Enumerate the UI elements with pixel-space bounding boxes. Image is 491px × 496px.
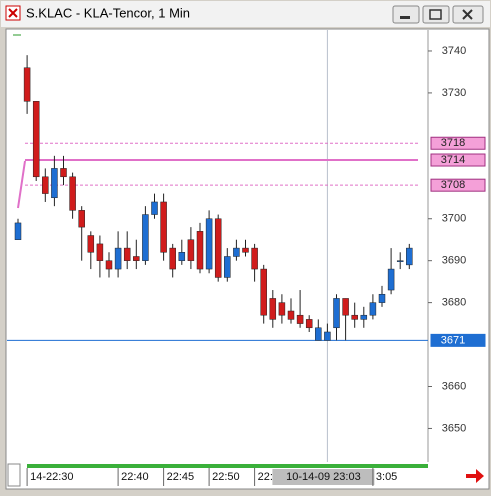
level-tag (430, 178, 486, 192)
candle-body (360, 314, 368, 320)
minimize-button[interactable] (392, 5, 420, 24)
level-tag-label: 3708 (441, 179, 465, 191)
candle-body (296, 314, 304, 324)
scroll-left[interactable] (7, 463, 21, 487)
candle-body (342, 298, 349, 316)
candle-body (214, 218, 222, 278)
candle-body (260, 268, 267, 316)
level-tag-label: 3671 (441, 334, 465, 346)
candle-body (105, 260, 113, 270)
indicator-line (17, 160, 26, 209)
y-tick-label: 3680 (442, 297, 466, 309)
candle-body (123, 247, 131, 261)
candle-body (187, 239, 195, 261)
x-tick-label: 3:05 (376, 471, 397, 483)
candle-body (114, 247, 122, 270)
y-tick-label: 3730 (442, 87, 466, 99)
level-tag-label: 3714 (441, 154, 465, 166)
candle-body (396, 260, 404, 262)
candle-body (406, 247, 413, 266)
window-title: S.KLAC - KLA-Tencor, 1 Min (26, 5, 190, 20)
candle-body (305, 319, 313, 329)
candle-body (278, 302, 286, 316)
close-button[interactable] (452, 5, 484, 24)
candle-body (242, 247, 249, 253)
candle-body (142, 214, 149, 261)
candle-body (233, 247, 240, 257)
candle-body (160, 201, 167, 253)
app-icon-mark (8, 8, 18, 18)
y-tick-label: 3650 (442, 422, 466, 434)
candle-body (315, 327, 322, 341)
candle-body (324, 331, 331, 341)
candle-body (42, 176, 49, 194)
y-tick-label: 3740 (442, 45, 466, 57)
crosshair-time-label: 10-14-09 23:03 (286, 471, 361, 483)
candle-body (287, 310, 295, 320)
candle-body (51, 168, 58, 199)
candle-body (133, 256, 140, 261)
level-tag (430, 333, 486, 347)
candle-body (205, 218, 213, 270)
candle-body (69, 176, 76, 211)
y-tick-label: 3690 (442, 255, 466, 267)
candle-body (224, 256, 231, 278)
time-scroll-bar[interactable] (27, 464, 428, 468)
candle-body (387, 268, 395, 291)
x-tick-label: 22:50 (212, 471, 240, 483)
candle-body (251, 247, 258, 270)
candle-body (333, 298, 340, 329)
candle-body (78, 210, 85, 228)
scroll-right-arrow[interactable] (466, 469, 484, 483)
candle-body (269, 298, 277, 320)
y-tick-label: 3660 (442, 380, 466, 392)
x-tick-label: 22:45 (167, 471, 195, 483)
candle-body (196, 231, 204, 270)
candle-body (14, 222, 22, 240)
candle-body (151, 201, 158, 215)
plot: 3650 3660 3680 3690 3700 3730 3740 14-22:30 22:4… (7, 30, 486, 486)
candle-body (87, 235, 95, 253)
candle-body (32, 101, 40, 178)
level-tag-label: 3718 (441, 137, 465, 149)
candle-body (96, 243, 104, 261)
candle-body (351, 314, 358, 320)
chart-area (5, 28, 490, 490)
x-tick-label: 22:40 (121, 471, 149, 483)
level-tag (430, 136, 486, 150)
candle-body (378, 293, 386, 303)
maximize-button[interactable] (422, 5, 450, 24)
y-tick-label: 3700 (442, 213, 466, 225)
level-tag (430, 153, 486, 167)
candle-body (60, 168, 67, 178)
candle-body (169, 247, 176, 270)
x-tick-label: 14-22:30 (30, 471, 73, 483)
candle-body (369, 302, 377, 316)
candle-body (23, 67, 31, 102)
crosshair-time-box (272, 469, 375, 485)
candle-body (178, 252, 186, 261)
